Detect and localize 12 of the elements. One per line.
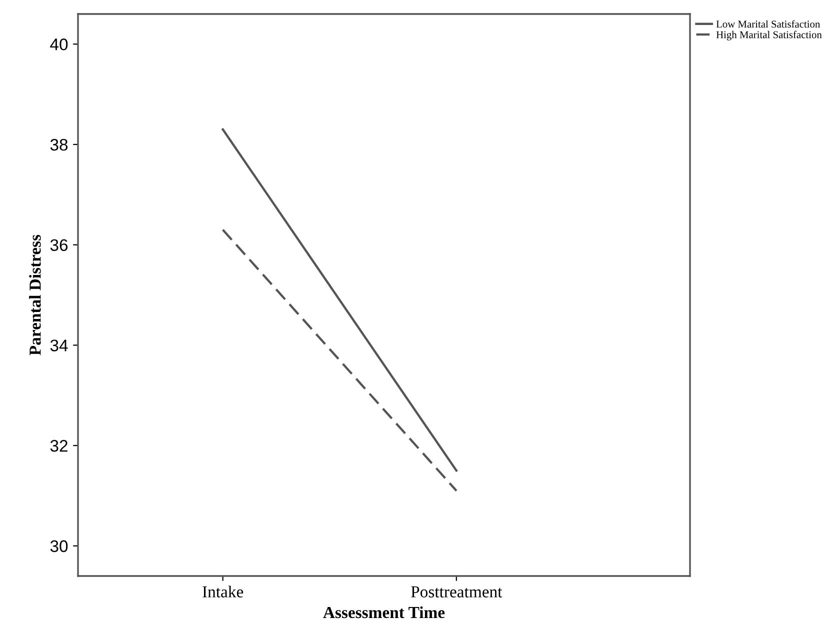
legend-label: High Marital Satisfaction (716, 30, 822, 40)
x-axis-title: Assessment Time (323, 606, 445, 618)
x-tick-label: Posttreatment (411, 586, 502, 598)
y-tick-label: 36 (50, 239, 68, 252)
y-tick-label: 32 (50, 440, 68, 452)
y-tick-label: 34 (50, 340, 68, 352)
legend-label: Low Marital Satisfaction (716, 20, 820, 28)
y-tick-label: 30 (50, 540, 68, 552)
y-tick-label: 40 (50, 38, 68, 50)
y-axis-title: Parental Distress (29, 234, 41, 356)
y-tick-label: 38 (50, 138, 68, 151)
x-tick-label: Intake (202, 586, 244, 598)
